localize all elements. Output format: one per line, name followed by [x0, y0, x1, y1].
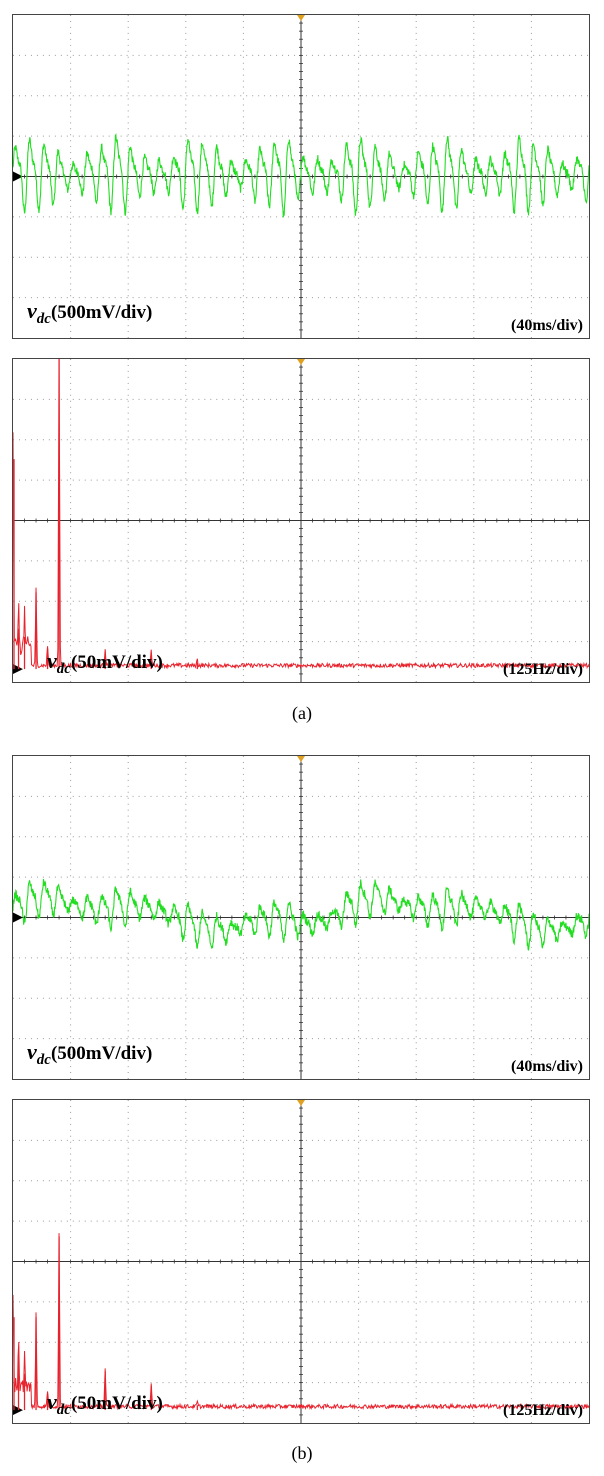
spectrum-plot — [13, 359, 589, 682]
spectrum-plot — [13, 1100, 589, 1423]
scope-panel-a-fft: vdc(50mV/div) (125Hz/div) — [12, 358, 590, 683]
x-scale-label: (40ms/div) — [511, 1058, 583, 1075]
ylabel-var: v — [27, 1039, 37, 1064]
trigger-marker-icon — [297, 756, 305, 762]
y-scale-label: vdc(50mV/div) — [47, 1389, 163, 1418]
ylabel-subscript: dc — [56, 1402, 71, 1418]
trigger-marker-icon — [297, 1100, 305, 1106]
x-scale-label: (40ms/div) — [511, 317, 583, 334]
ground-marker-icon — [13, 912, 23, 923]
ylabel-unit: (500mV/div) — [50, 1043, 153, 1064]
y-scale-label: vdc(50mV/div) — [47, 648, 163, 677]
waveform-plot — [13, 15, 589, 338]
spectrum-trace — [13, 359, 589, 670]
ground-marker-icon — [13, 1405, 23, 1416]
graticule — [13, 1100, 589, 1423]
ylabel-var: v — [47, 648, 57, 673]
y-scale-label: vdc(500mV/div) — [27, 298, 153, 327]
x-scale-label: (125Hz/div) — [503, 1402, 583, 1419]
spectrum-trace — [13, 1233, 589, 1411]
ylabel-subscript: dc — [56, 661, 71, 677]
caption-b: (b) — [291, 1443, 313, 1463]
graticule — [13, 359, 589, 682]
scope-panel-a-time: vdc(500mV/div) (40ms/div) — [12, 14, 590, 339]
waveform-trace — [13, 133, 589, 218]
trigger-marker-icon — [297, 359, 305, 365]
ground-marker-icon — [13, 171, 23, 182]
waveform-trace — [13, 878, 589, 951]
caption-a: (a) — [292, 703, 312, 723]
waveform-plot — [13, 756, 589, 1079]
ylabel-unit: (50mV/div) — [70, 652, 163, 673]
ylabel-subscript: dc — [36, 1052, 51, 1068]
ylabel-var: v — [47, 1389, 57, 1414]
ylabel-unit: (50mV/div) — [70, 1393, 163, 1414]
scope-panel-b-time: vdc(500mV/div) (40ms/div) — [12, 755, 590, 1080]
y-scale-label: vdc(500mV/div) — [27, 1039, 153, 1068]
x-scale-label: (125Hz/div) — [503, 661, 583, 678]
ylabel-subscript: dc — [36, 311, 51, 327]
ylabel-unit: (500mV/div) — [50, 302, 153, 323]
trigger-marker-icon — [297, 15, 305, 21]
ylabel-var: v — [27, 298, 37, 323]
scope-panel-b-fft: vdc(50mV/div) (125Hz/div) — [12, 1099, 590, 1424]
